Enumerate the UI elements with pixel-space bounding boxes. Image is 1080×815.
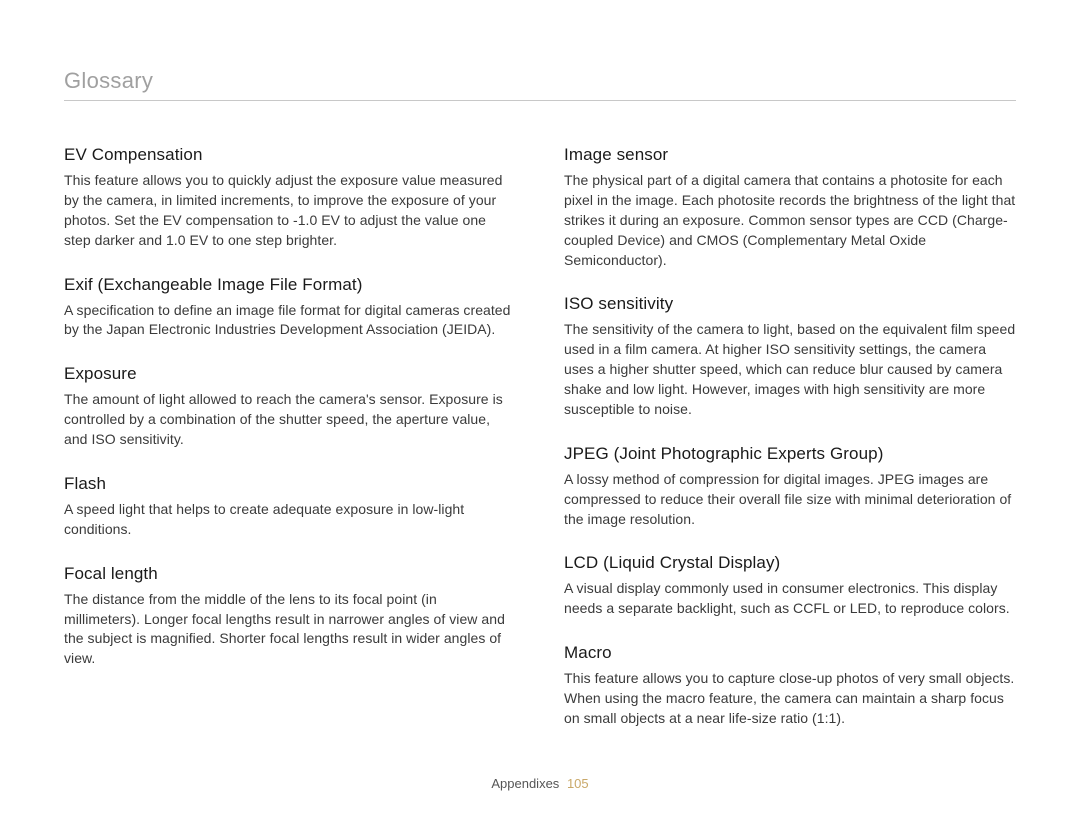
glossary-entry: ISO sensitivity The sensitivity of the c… — [564, 294, 1016, 419]
glossary-term: Focal length — [64, 564, 516, 584]
glossary-entry: EV Compensation This feature allows you … — [64, 145, 516, 251]
page-number: 105 — [567, 776, 589, 791]
glossary-term: ISO sensitivity — [564, 294, 1016, 314]
glossary-term: Macro — [564, 643, 1016, 663]
glossary-definition: The amount of light allowed to reach the… — [64, 390, 516, 450]
glossary-term: LCD (Liquid Crystal Display) — [564, 553, 1016, 573]
glossary-term: Image sensor — [564, 145, 1016, 165]
footer-section: Appendixes — [491, 776, 559, 791]
glossary-term: Exif (Exchangeable Image File Format) — [64, 275, 516, 295]
glossary-entry: JPEG (Joint Photographic Experts Group) … — [564, 444, 1016, 530]
glossary-definition: A speed light that helps to create adequ… — [64, 500, 516, 540]
glossary-entry: Image sensor The physical part of a digi… — [564, 145, 1016, 270]
glossary-entry: Flash A speed light that helps to create… — [64, 474, 516, 540]
glossary-definition: This feature allows you to capture close… — [564, 669, 1016, 729]
glossary-entry: Exif (Exchangeable Image File Format) A … — [64, 275, 516, 341]
page-footer: Appendixes 105 — [0, 776, 1080, 791]
page-title: Glossary — [64, 68, 1016, 101]
glossary-entry: Macro This feature allows you to capture… — [564, 643, 1016, 729]
content-columns: EV Compensation This feature allows you … — [64, 145, 1016, 753]
glossary-entry: Focal length The distance from the middl… — [64, 564, 516, 670]
glossary-definition: The physical part of a digital camera th… — [564, 171, 1016, 270]
right-column: Image sensor The physical part of a digi… — [564, 145, 1016, 753]
glossary-entry: Exposure The amount of light allowed to … — [64, 364, 516, 450]
glossary-term: JPEG (Joint Photographic Experts Group) — [564, 444, 1016, 464]
glossary-term: Exposure — [64, 364, 516, 384]
glossary-definition: The sensitivity of the camera to light, … — [564, 320, 1016, 419]
left-column: EV Compensation This feature allows you … — [64, 145, 516, 753]
glossary-definition: The distance from the middle of the lens… — [64, 590, 516, 670]
glossary-term: Flash — [64, 474, 516, 494]
glossary-definition: A visual display commonly used in consum… — [564, 579, 1016, 619]
glossary-entry: LCD (Liquid Crystal Display) A visual di… — [564, 553, 1016, 619]
glossary-definition: This feature allows you to quickly adjus… — [64, 171, 516, 251]
glossary-definition: A lossy method of compression for digita… — [564, 470, 1016, 530]
glossary-term: EV Compensation — [64, 145, 516, 165]
glossary-definition: A specification to define an image file … — [64, 301, 516, 341]
